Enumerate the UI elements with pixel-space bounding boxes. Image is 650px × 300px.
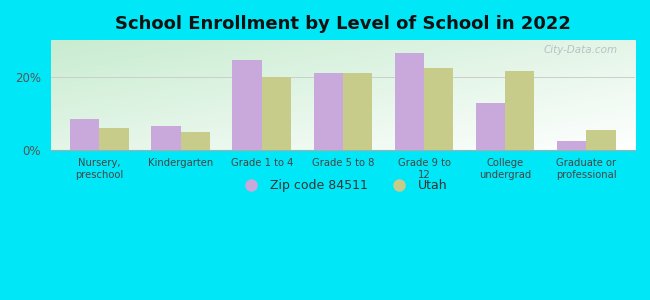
Bar: [151, 127, 181, 150]
Bar: [99, 128, 129, 150]
Bar: [314, 73, 343, 150]
Bar: [586, 130, 616, 150]
Text: City-Data.com: City-Data.com: [543, 44, 618, 55]
Bar: [343, 73, 372, 150]
Title: School Enrollment by Level of School in 2022: School Enrollment by Level of School in …: [115, 15, 571, 33]
Bar: [181, 132, 210, 150]
Bar: [262, 77, 291, 150]
Bar: [395, 53, 424, 150]
Bar: [424, 68, 453, 150]
Legend: Zip code 84511, Utah: Zip code 84511, Utah: [233, 174, 452, 197]
Bar: [557, 141, 586, 150]
Bar: [233, 60, 262, 150]
Bar: [505, 71, 534, 150]
Bar: [476, 103, 505, 150]
Bar: [70, 119, 99, 150]
